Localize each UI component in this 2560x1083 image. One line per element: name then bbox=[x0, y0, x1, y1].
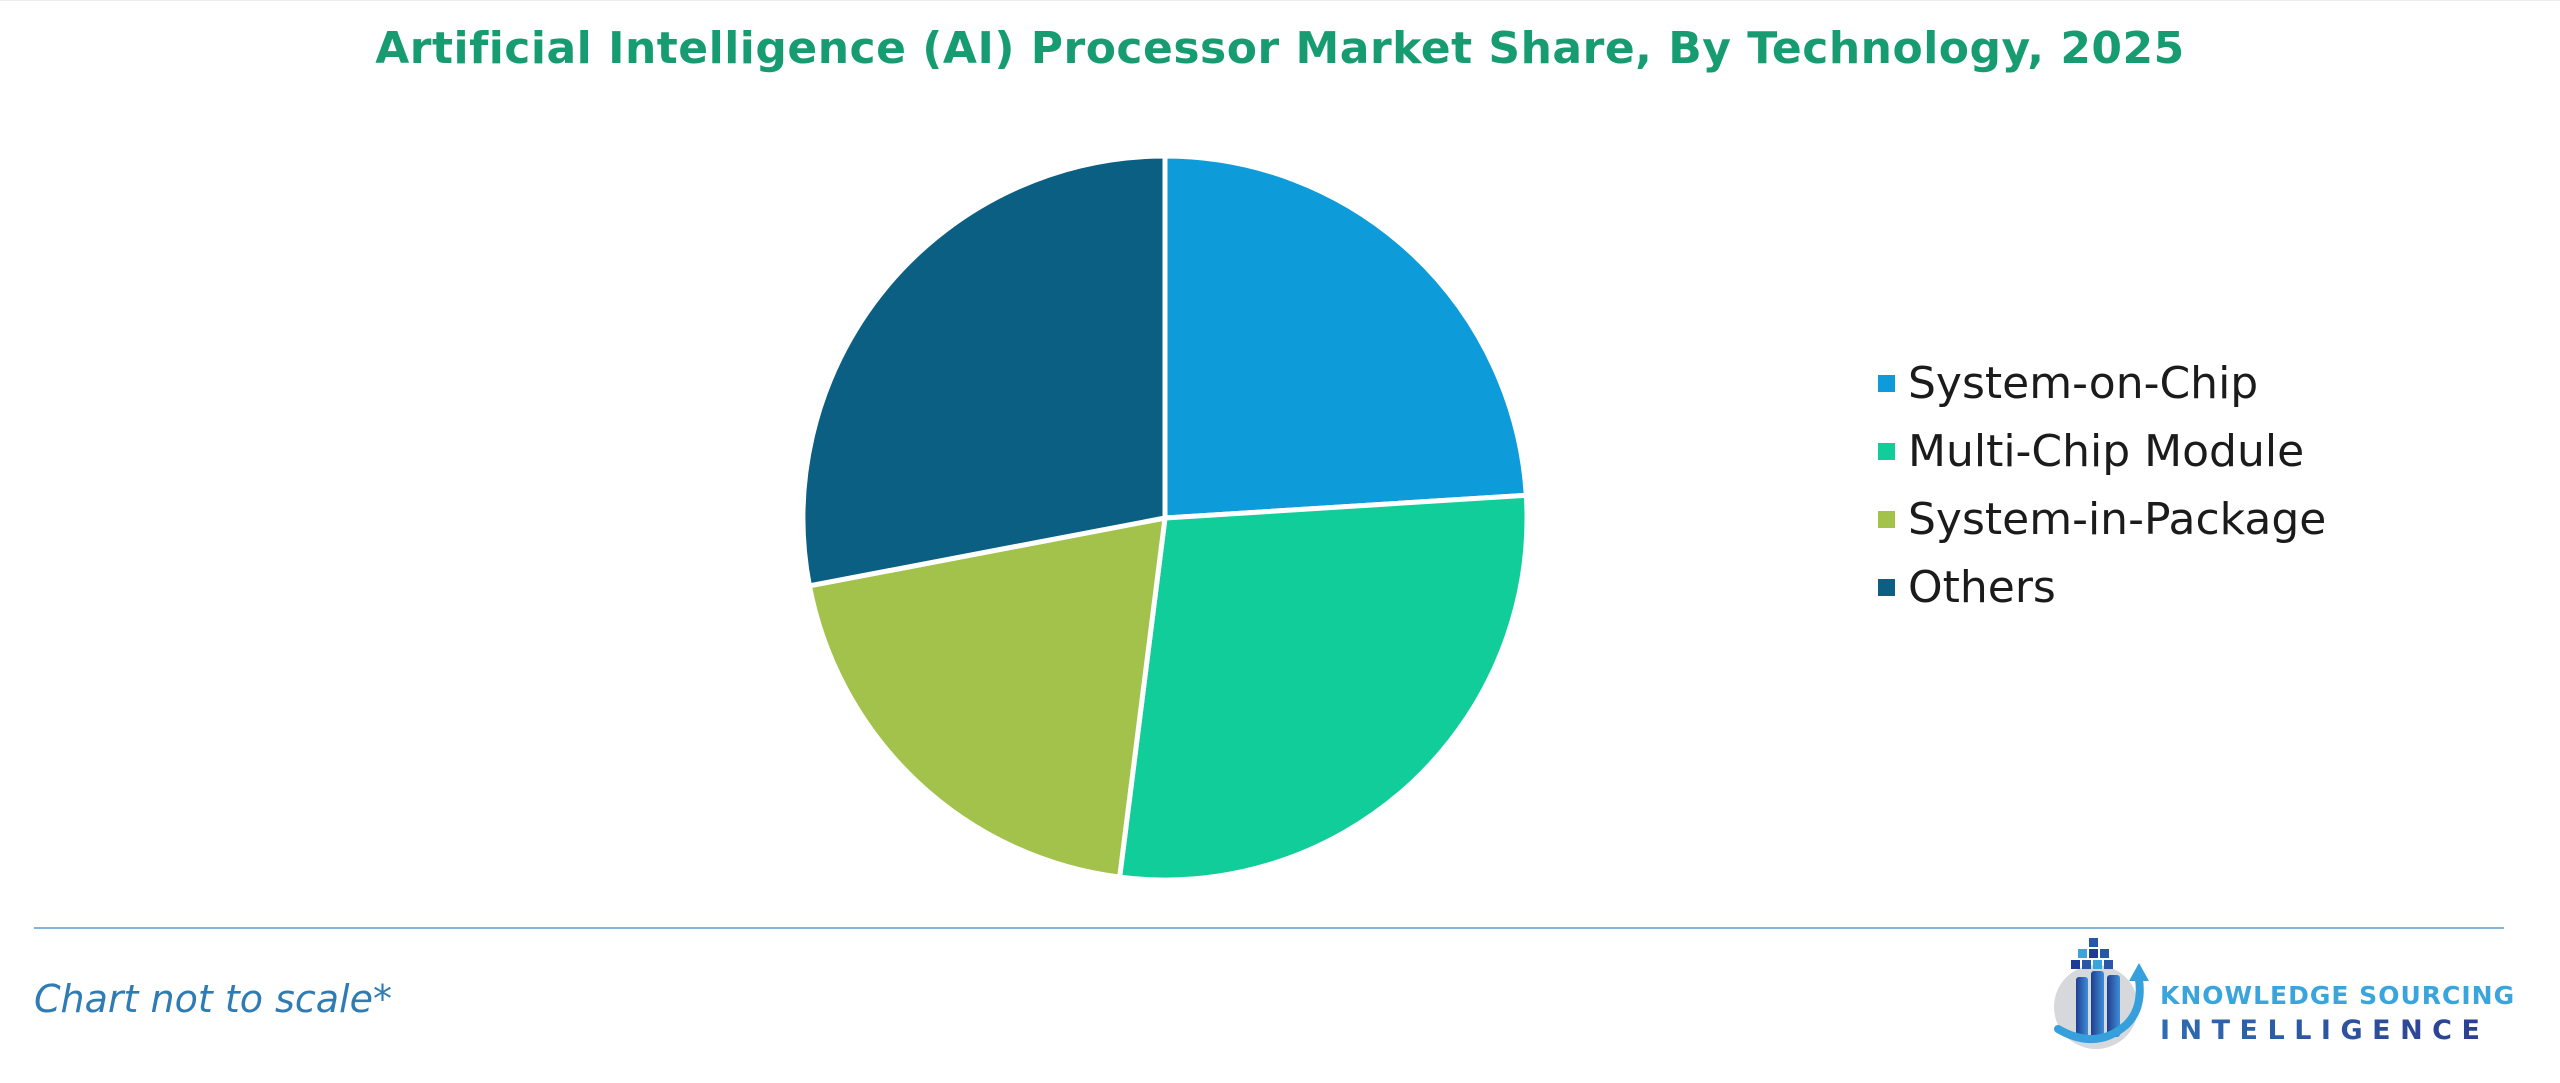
pie-chart bbox=[798, 151, 1532, 885]
chart-title: Artificial Intelligence (AI) Processor M… bbox=[375, 23, 2185, 74]
legend-item-others: Others bbox=[1878, 565, 2326, 610]
brand-name-line2: INTELLIGENCE bbox=[2160, 1015, 2515, 1046]
brand-logo: KNOWLEDGE SOURCING INTELLIGENCE bbox=[2046, 937, 2514, 1057]
legend-item-system-on-chip: System-on-Chip bbox=[1878, 361, 2326, 406]
brand-name-line1: KNOWLEDGE SOURCING bbox=[2160, 981, 2516, 1010]
legend-label-multi-chip-module: Multi-Chip Module bbox=[1908, 426, 2305, 477]
legend-swatch-others bbox=[1878, 579, 1895, 596]
legend-swatch-system-on-chip bbox=[1878, 375, 1895, 392]
legend-label-others: Others bbox=[1908, 562, 2056, 613]
legend-item-multi-chip-module: Multi-Chip Module bbox=[1878, 429, 2326, 474]
legend-item-system-in-package: System-in-Package bbox=[1878, 497, 2326, 542]
legend-label-system-on-chip: System-on-Chip bbox=[1908, 358, 2259, 409]
pie-slice-system-in-package bbox=[806, 515, 1168, 880]
legend-label-system-in-package: System-in-Package bbox=[1908, 494, 2327, 545]
legend-swatch-system-in-package bbox=[1878, 511, 1895, 528]
legend-swatch-multi-chip-module bbox=[1878, 443, 1895, 460]
brand-logo-icon bbox=[2054, 938, 2149, 1049]
pie-chart-svg bbox=[800, 153, 1530, 883]
pie-slice-system-on-chip bbox=[1162, 153, 1529, 521]
pie-slice-multi-chip-module bbox=[1117, 492, 1530, 883]
pie-slice-others bbox=[800, 153, 1168, 589]
legend: System-on-Chip Multi-Chip Module System-… bbox=[1878, 361, 2326, 610]
chart-scale-note: Chart not to scale* bbox=[34, 977, 392, 1021]
footer-divider bbox=[34, 927, 2504, 929]
brand-text: KNOWLEDGE SOURCING INTELLIGENCE bbox=[2160, 981, 2515, 1046]
